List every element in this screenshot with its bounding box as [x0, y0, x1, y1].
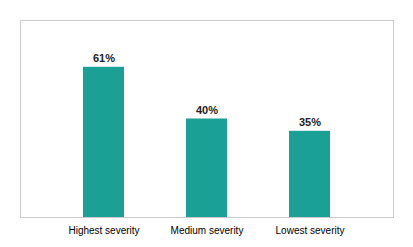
svg-text:Lowest severity: Lowest severity: [276, 225, 345, 236]
svg-text:61%: 61%: [93, 52, 115, 64]
svg-text:Medium severity: Medium severity: [171, 225, 244, 236]
svg-text:35%: 35%: [299, 116, 321, 128]
svg-text:40%: 40%: [196, 104, 218, 116]
svg-text:Highest severity: Highest severity: [68, 225, 139, 236]
